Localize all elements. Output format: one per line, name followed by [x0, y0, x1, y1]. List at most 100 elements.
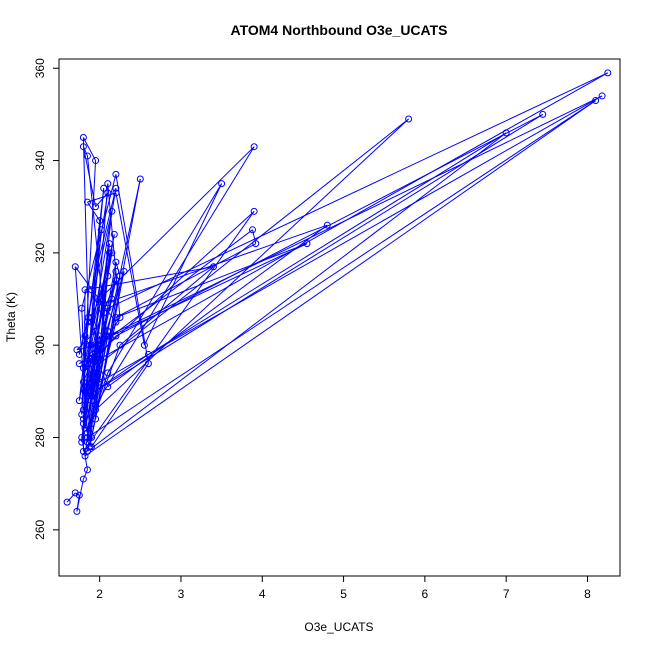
series-segment — [82, 220, 101, 420]
chart-title: ATOM4 Northbound O3e_UCATS — [231, 22, 448, 38]
data-point — [79, 475, 87, 483]
data-point — [116, 341, 124, 349]
series-segment — [91, 243, 308, 346]
data-point — [88, 397, 96, 405]
series-segment — [115, 243, 256, 318]
data-point — [78, 304, 86, 312]
series-segment — [95, 146, 255, 406]
series-segment — [82, 146, 97, 207]
data-point — [144, 360, 152, 368]
series-segment — [107, 95, 603, 337]
data-point — [83, 429, 91, 437]
series-segment — [99, 229, 253, 346]
series-segment — [84, 331, 109, 429]
data-point — [83, 198, 91, 206]
data-point — [250, 143, 258, 151]
x-tick-label: 5 — [340, 587, 347, 601]
data-point — [112, 332, 120, 340]
data-point — [79, 420, 87, 428]
x-tick-label: 3 — [178, 587, 185, 601]
data-point — [96, 332, 104, 340]
data-point — [79, 415, 87, 423]
data-point — [209, 263, 217, 271]
data-point — [100, 184, 108, 192]
data-point — [83, 466, 91, 474]
data-point — [104, 189, 112, 197]
data-point — [96, 341, 104, 349]
data-point — [250, 207, 258, 215]
plot-area — [63, 69, 612, 515]
series-segment — [76, 330, 96, 351]
data-point — [83, 318, 91, 326]
series-segment — [115, 243, 308, 318]
x-tick-label: 8 — [584, 587, 591, 601]
y-tick-label: 300 — [33, 335, 47, 355]
data-point — [75, 397, 83, 405]
data-point — [96, 295, 104, 303]
data-point — [84, 314, 92, 321]
data-point — [112, 184, 120, 192]
data-point — [112, 170, 120, 178]
series-segment — [115, 174, 149, 364]
data-point — [88, 420, 96, 428]
y-axis-label: Theta (K) — [4, 292, 18, 342]
data-point — [79, 447, 87, 455]
data-point — [81, 286, 89, 294]
series-segment — [82, 469, 88, 480]
series-segment — [87, 210, 255, 365]
data-point — [79, 378, 87, 386]
series-segment — [82, 188, 117, 383]
data-point — [502, 129, 510, 137]
series-segment — [99, 95, 603, 383]
data-point — [104, 272, 112, 280]
data-point — [92, 327, 100, 335]
data-point — [539, 110, 547, 118]
series-segment — [84, 100, 596, 457]
data-point — [108, 249, 116, 257]
data-point — [88, 443, 96, 451]
y-tick-label: 360 — [33, 58, 47, 78]
x-tick-label: 2 — [96, 587, 103, 601]
data-point — [405, 115, 413, 123]
series-segment — [86, 331, 109, 387]
data-point — [79, 143, 87, 151]
series-segment — [107, 72, 609, 309]
data-point — [104, 180, 112, 188]
data-point — [104, 327, 112, 335]
series-segment — [87, 201, 101, 221]
data-point — [88, 378, 96, 386]
data-point — [97, 226, 105, 234]
series-segment — [252, 229, 257, 244]
data-point — [604, 69, 612, 77]
data-point — [116, 314, 124, 321]
data-point — [96, 378, 104, 386]
data-point — [83, 383, 91, 391]
series-segment — [66, 492, 76, 503]
data-point — [81, 401, 89, 409]
y-tick-label: 340 — [33, 150, 47, 170]
data-point — [249, 226, 257, 234]
data-point — [88, 434, 96, 442]
series-segment — [119, 266, 214, 346]
data-point — [78, 410, 86, 418]
series-segment — [87, 192, 117, 203]
data-point — [592, 97, 600, 105]
data-point — [96, 360, 104, 368]
data-point — [104, 369, 112, 377]
data-point — [112, 277, 120, 285]
y-tick-label: 320 — [33, 243, 47, 263]
data-point — [218, 180, 226, 188]
data-point — [88, 392, 96, 400]
data-point — [88, 318, 96, 326]
series-segment — [82, 340, 101, 383]
data-point — [144, 350, 152, 358]
series-segment — [87, 132, 507, 452]
data-point — [136, 175, 144, 183]
y-axis: 260 280 300 320 340 360 — [33, 58, 60, 540]
data-point — [88, 314, 96, 321]
x-tick-label: 6 — [422, 587, 429, 601]
data-point — [112, 314, 120, 321]
data-point — [73, 507, 81, 515]
data-point — [83, 438, 91, 446]
